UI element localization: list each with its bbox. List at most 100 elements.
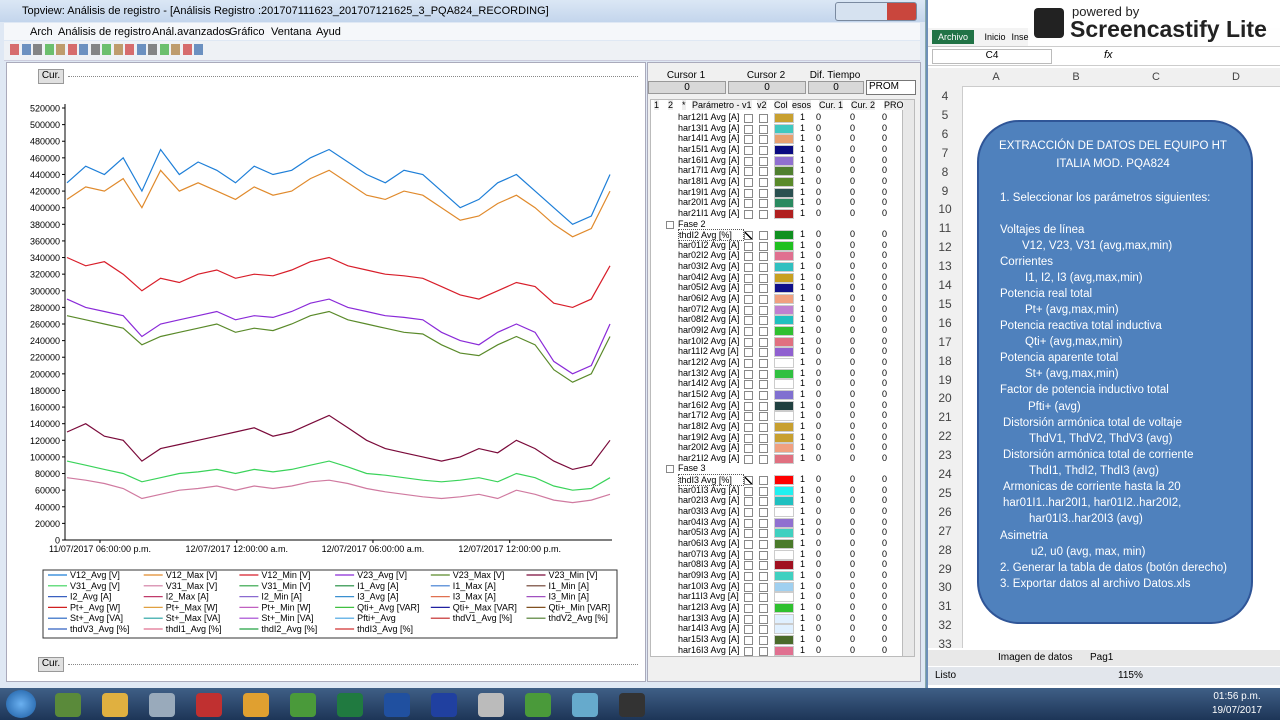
- checkbox[interactable]: [759, 486, 768, 496]
- checkbox[interactable]: [759, 454, 768, 464]
- checkbox[interactable]: [759, 444, 768, 454]
- toolbar-icon[interactable]: [182, 44, 192, 55]
- sheet-tab[interactable]: Imagen de datos: [998, 652, 1073, 663]
- checkbox[interactable]: [744, 454, 753, 464]
- checkbox[interactable]: [759, 529, 768, 539]
- checkbox[interactable]: [759, 316, 768, 326]
- checkbox[interactable]: [744, 412, 753, 422]
- checkbox[interactable]: [744, 327, 753, 336]
- checkbox[interactable]: [744, 550, 753, 560]
- checkbox[interactable]: [759, 273, 768, 283]
- checkbox[interactable]: [759, 209, 768, 219]
- checkbox[interactable]: [759, 571, 768, 581]
- checkbox[interactable]: [744, 284, 753, 294]
- toolbar-icon[interactable]: [44, 44, 54, 55]
- checkbox[interactable]: [759, 646, 768, 656]
- checkbox[interactable]: [759, 369, 768, 379]
- taskbar-icon[interactable]: [384, 693, 410, 717]
- checkbox[interactable]: [759, 412, 768, 422]
- checkbox[interactable]: [759, 135, 768, 145]
- checkbox[interactable]: [759, 199, 768, 209]
- checkbox[interactable]: [744, 241, 753, 251]
- checkbox[interactable]: [759, 284, 768, 294]
- checkbox[interactable]: [759, 188, 768, 198]
- checkbox[interactable]: [759, 401, 768, 411]
- scrollbar[interactable]: [902, 99, 915, 657]
- checkbox[interactable]: [744, 540, 753, 549]
- taskbar-icon[interactable]: [431, 693, 457, 717]
- checkbox[interactable]: [744, 401, 753, 411]
- toolbar-icon[interactable]: [159, 44, 169, 55]
- toolbar-icon[interactable]: [194, 44, 203, 55]
- checkbox[interactable]: [744, 188, 753, 198]
- toolbar-icon[interactable]: [113, 44, 123, 55]
- checkbox[interactable]: [744, 358, 753, 368]
- checkbox[interactable]: [744, 124, 753, 134]
- checkbox[interactable]: [759, 561, 768, 571]
- checkbox[interactable]: [759, 348, 768, 358]
- checkbox[interactable]: [744, 433, 753, 443]
- checkbox[interactable]: [759, 114, 768, 123]
- window-controls[interactable]: [835, 2, 917, 21]
- checkbox[interactable]: [744, 518, 753, 528]
- section-toggle[interactable]: [666, 220, 674, 229]
- checkbox[interactable]: [744, 422, 753, 432]
- checkbox[interactable]: [759, 145, 768, 155]
- checkbox[interactable]: [759, 625, 768, 635]
- checkbox[interactable]: [744, 145, 753, 155]
- toolbar-icon[interactable]: [102, 44, 111, 55]
- checkbox[interactable]: [759, 263, 768, 273]
- checkbox[interactable]: [744, 337, 753, 347]
- checkbox[interactable]: [759, 177, 768, 187]
- ribbon-tab[interactable]: Inicio: [984, 32, 1006, 42]
- checkbox[interactable]: [759, 476, 768, 486]
- checkbox[interactable]: [744, 571, 753, 581]
- checkbox[interactable]: [744, 476, 753, 486]
- checkbox[interactable]: [759, 508, 768, 518]
- toolbar-icon[interactable]: [148, 44, 157, 55]
- toolbar-icon[interactable]: [171, 44, 180, 55]
- checkbox[interactable]: [759, 540, 768, 549]
- checkbox[interactable]: [759, 422, 768, 432]
- checkbox[interactable]: [744, 561, 753, 571]
- checkbox[interactable]: [744, 646, 753, 656]
- start-button[interactable]: [6, 690, 36, 718]
- checkbox[interactable]: [759, 518, 768, 528]
- toolbar-icon[interactable]: [79, 44, 88, 55]
- taskbar-icon[interactable]: [290, 693, 316, 717]
- checkbox[interactable]: [744, 177, 753, 187]
- checkbox[interactable]: [744, 497, 753, 507]
- checkbox[interactable]: [759, 635, 768, 645]
- toolbar-icon[interactable]: [67, 44, 77, 55]
- checkbox[interactable]: [744, 593, 753, 603]
- checkbox[interactable]: [744, 635, 753, 645]
- checkbox[interactable]: [759, 390, 768, 400]
- ribbon-tab[interactable]: Archivo: [932, 30, 974, 44]
- section-toggle[interactable]: [666, 465, 674, 474]
- checkbox[interactable]: [744, 156, 753, 166]
- toolbar-icon[interactable]: [136, 44, 146, 55]
- checkbox[interactable]: [744, 369, 753, 379]
- toolbar-icon[interactable]: [56, 44, 65, 55]
- checkbox[interactable]: [744, 380, 753, 390]
- checkbox[interactable]: [744, 167, 753, 177]
- checkbox[interactable]: [744, 625, 753, 635]
- checkbox[interactable]: [744, 316, 753, 326]
- checkbox[interactable]: [744, 199, 753, 209]
- toolbar-icon[interactable]: [33, 44, 42, 55]
- checkbox[interactable]: [744, 209, 753, 219]
- cur-button[interactable]: Cur.: [38, 657, 64, 672]
- taskbar-icon[interactable]: [102, 693, 128, 717]
- checkbox[interactable]: [744, 508, 753, 518]
- checkbox[interactable]: [759, 603, 768, 613]
- taskbar-icon[interactable]: [243, 693, 269, 717]
- checkbox[interactable]: [744, 231, 753, 241]
- checkbox[interactable]: [759, 614, 768, 624]
- checkbox[interactable]: [759, 167, 768, 177]
- checkbox[interactable]: [759, 593, 768, 603]
- menu-item[interactable]: Gráfico: [229, 26, 265, 38]
- checkbox[interactable]: [744, 390, 753, 400]
- taskbar-icon[interactable]: [572, 693, 598, 717]
- checkbox[interactable]: [744, 273, 753, 283]
- cur-button[interactable]: Cur.: [38, 69, 64, 84]
